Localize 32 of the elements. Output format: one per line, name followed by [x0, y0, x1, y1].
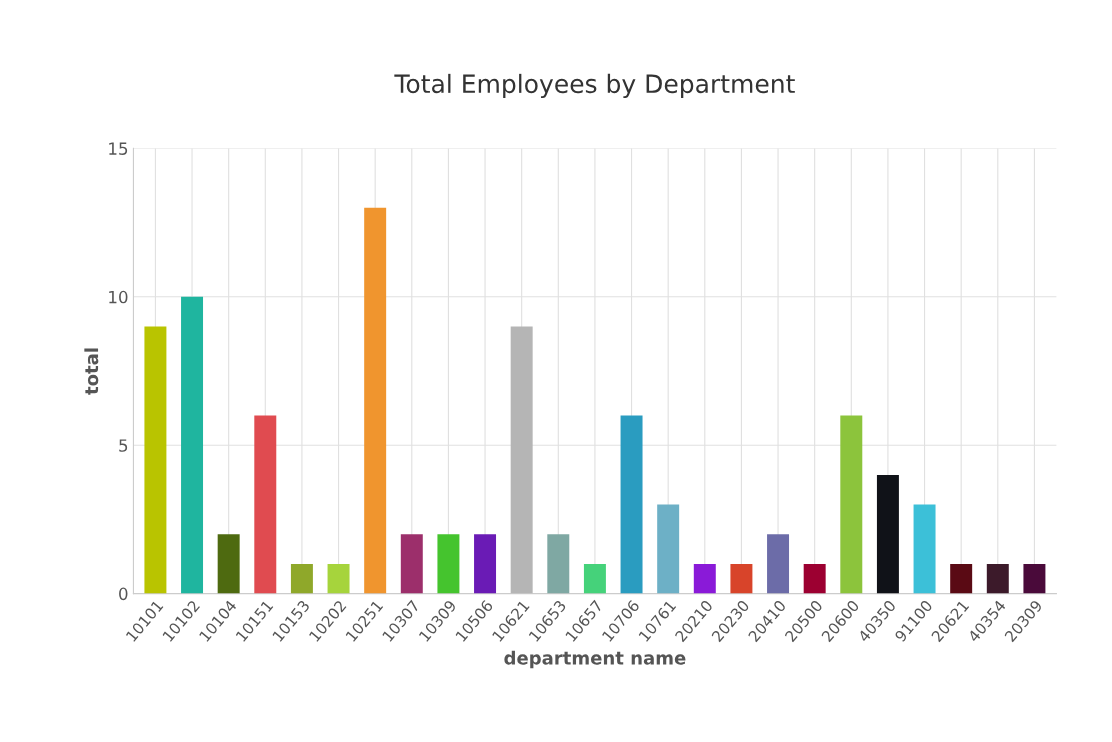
y-axis-title: total: [84, 348, 99, 395]
bar: [803, 563, 826, 594]
bar: [364, 207, 387, 594]
bar: [1023, 563, 1046, 594]
bar: [620, 415, 643, 594]
x-axis-title: department name: [504, 650, 686, 669]
y-tick-label: 0: [119, 587, 128, 601]
bar: [986, 563, 1009, 594]
bar: [840, 415, 863, 594]
bar: [767, 534, 790, 594]
bar: [474, 534, 497, 594]
bar: [437, 534, 460, 594]
bar: [217, 534, 240, 594]
bar: [657, 504, 680, 594]
bar: [144, 326, 167, 594]
bar: [730, 563, 753, 594]
bar: [693, 563, 716, 594]
bar: [913, 504, 936, 594]
bar: [583, 563, 606, 594]
bar: [254, 415, 277, 594]
y-tick-label: 15: [109, 142, 128, 155]
chart-title: Total Employees by Department: [394, 73, 795, 99]
y-tick-label: 5: [119, 439, 128, 452]
bar: [181, 296, 204, 594]
bar: [547, 534, 570, 594]
bar: [400, 534, 423, 594]
bar: [290, 563, 313, 594]
bar: [876, 474, 899, 594]
bar: [510, 326, 533, 594]
bar: [327, 563, 350, 594]
bar: [950, 563, 973, 594]
y-tick-label: 10: [109, 290, 128, 304]
